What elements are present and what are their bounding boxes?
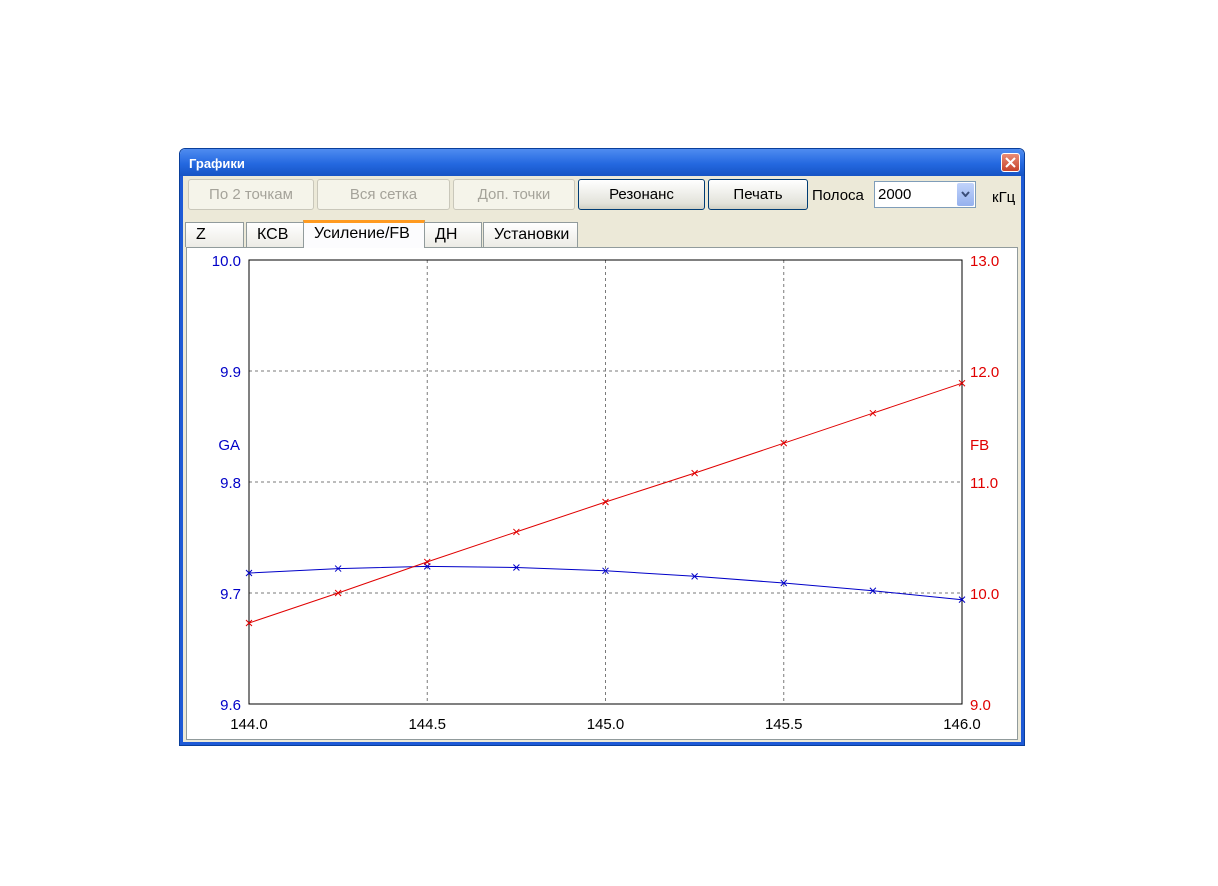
right-tick-label: 13.0 [970, 253, 999, 270]
data-point-ga [513, 564, 520, 571]
resonance-button[interactable]: Резонанс [578, 179, 705, 210]
band-unit: кГц [992, 189, 1016, 206]
right-tick-label: 10.0 [970, 586, 999, 603]
data-point-ga [245, 569, 253, 577]
gain-fb-chart: 144.0 144.5 145.0 145.5 146.0 10.0 9.9 9.8 9.7 9.… [212, 253, 999, 733]
right-axis-label: FB [970, 437, 989, 454]
band-label: Полоса [812, 187, 864, 204]
title-bar[interactable]: Графики [180, 149, 1024, 176]
x-tick-label: 146.0 [943, 716, 981, 733]
tab-gain-fb[interactable]: Усиление/FB [303, 220, 425, 248]
data-point-ga [869, 587, 877, 595]
data-point-ga [602, 567, 609, 575]
tab-ksv[interactable]: КСВ [246, 222, 304, 247]
whole-grid-button[interactable]: Вся сетка [317, 179, 450, 210]
data-point-fb [602, 498, 609, 506]
close-button[interactable] [1001, 153, 1020, 172]
data-point-ga [691, 572, 698, 580]
window-title: Графики [189, 156, 245, 171]
graphs-window: Графики По 2 точкам Вся сетка Доп. точки… [179, 148, 1025, 746]
left-axis-label: GA [218, 437, 240, 454]
data-point-fb [869, 409, 877, 417]
right-tick-label: 12.0 [970, 364, 999, 381]
left-tick-label: 9.7 [220, 586, 241, 603]
data-point-ga [334, 565, 342, 572]
data-point-fb [245, 619, 253, 627]
window-body: По 2 точкам Вся сетка Доп. точки Резонан… [180, 176, 1024, 745]
left-tick-label: 9.8 [220, 475, 241, 492]
data-point-fb [423, 558, 431, 566]
extra-points-button[interactable]: Доп. точки [453, 179, 575, 210]
data-point-fb [691, 469, 698, 477]
data-point-fb [334, 589, 342, 597]
chevron-down-icon [961, 191, 970, 197]
left-tick-label: 10.0 [212, 253, 241, 270]
plot-frame [248, 259, 963, 705]
data-point-fb [780, 439, 788, 447]
print-button[interactable]: Печать [708, 179, 808, 210]
x-tick-label: 144.0 [230, 716, 268, 733]
tab-settings[interactable]: Установки [483, 222, 578, 247]
x-tick-label: 145.5 [765, 716, 803, 733]
left-tick-label: 9.9 [220, 364, 241, 381]
by-two-points-button[interactable]: По 2 точкам [188, 179, 314, 210]
data-point-fb [958, 379, 966, 387]
data-point-ga [958, 596, 966, 604]
band-dropdown-button[interactable] [957, 183, 974, 206]
tab-panel: 144.0 144.5 145.0 145.5 146.0 10.0 9.9 9.8 9.7 9.… [186, 247, 1018, 740]
x-tick-label: 144.5 [408, 716, 446, 733]
x-tick-label: 145.0 [587, 716, 625, 733]
band-select[interactable]: 2000 [874, 181, 976, 208]
tab-z[interactable]: Z [185, 222, 244, 247]
close-icon [1005, 157, 1016, 168]
data-point-ga [780, 579, 788, 587]
right-tick-label: 11.0 [970, 475, 998, 492]
left-tick-label: 9.6 [220, 697, 241, 714]
tab-dn[interactable]: ДН [424, 222, 482, 247]
series-line-fb [248, 382, 963, 624]
band-value: 2000 [878, 186, 912, 203]
data-point-fb [513, 528, 520, 536]
right-tick-label: 9.0 [970, 697, 991, 714]
